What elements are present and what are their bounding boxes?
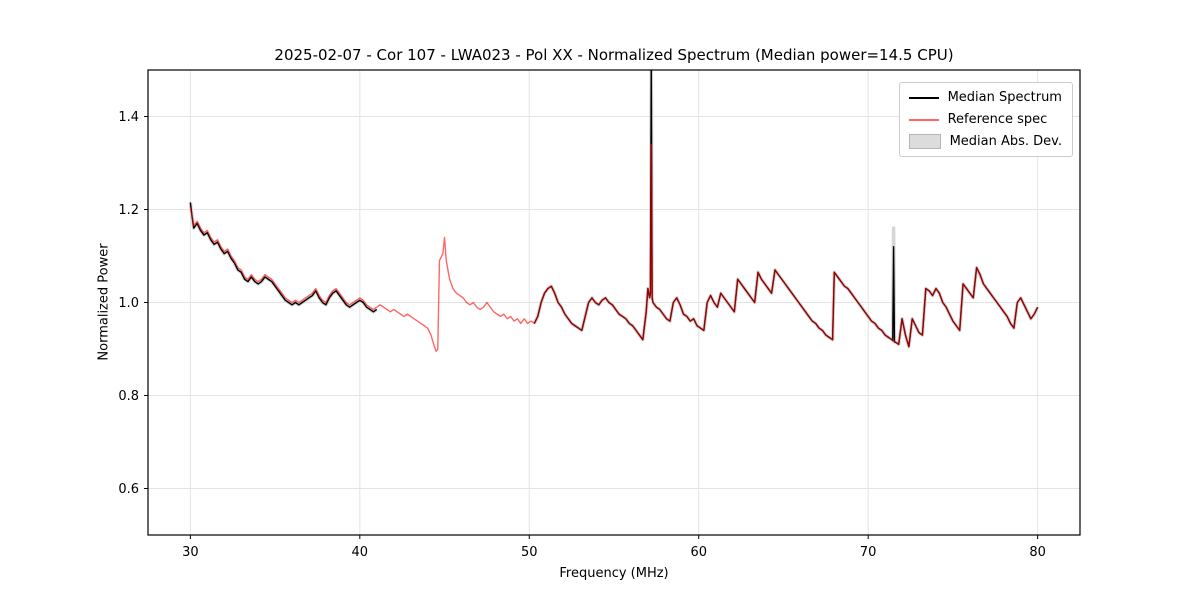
legend-entry-reference: Reference spec — [908, 112, 1062, 127]
plot-area — [188, 70, 1040, 353]
median-spectrum-line — [189, 202, 378, 313]
legend-entry-mad: Median Abs. Dev. — [908, 134, 1062, 149]
legend-entry-median: Median Spectrum — [908, 90, 1062, 105]
y-tick-label: 1.2 — [118, 203, 139, 218]
x-tick-label: 70 — [860, 545, 877, 560]
median-abs-dev-patch-swatch — [908, 134, 941, 149]
y-tick-label: 0.8 — [118, 389, 139, 404]
y-tick-label: 0.6 — [118, 482, 139, 497]
x-tick-label: 60 — [690, 545, 707, 560]
chart-title: 2025-02-07 - Cor 107 - LWA023 - Pol XX -… — [274, 46, 954, 64]
median-spectrum-line-swatch — [908, 96, 939, 99]
y-tick-label: 1.4 — [118, 110, 139, 125]
y-tick-label: 1.0 — [118, 296, 139, 311]
x-tick-label: 80 — [1029, 545, 1046, 560]
axis-ticks: 30 40 50 60 70 80 0.6 0.8 1.0 1.2 1.4 — [118, 110, 1046, 560]
legend-label-mad: Median Abs. Dev. — [949, 134, 1062, 149]
y-axis-label: Normalized Power — [96, 243, 112, 361]
x-tick-label: 50 — [521, 545, 538, 560]
x-axis-label: Frequency (MHz) — [559, 566, 669, 581]
reference-spec-line-swatch — [908, 118, 939, 121]
x-tick-label: 40 — [352, 545, 369, 560]
legend-label-reference: Reference spec — [947, 112, 1048, 127]
legend: Median Spectrum Reference spec Median Ab… — [898, 82, 1073, 157]
legend-label-median: Median Spectrum — [947, 90, 1062, 105]
x-tick-label: 30 — [182, 545, 199, 560]
reference-spec-line — [189, 143, 1039, 353]
